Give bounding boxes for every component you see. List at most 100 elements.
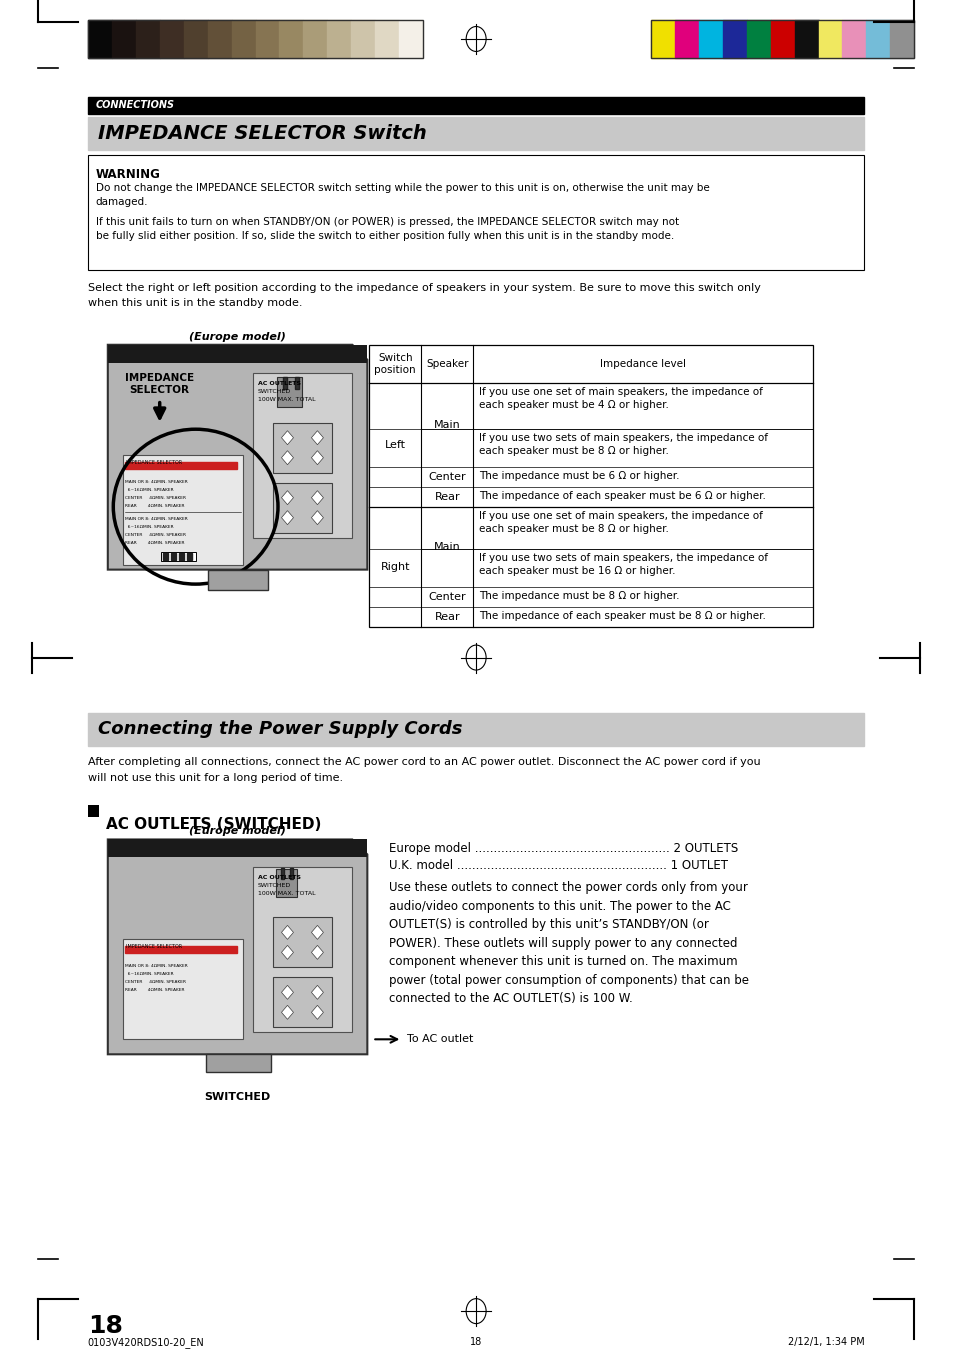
Polygon shape — [281, 925, 294, 939]
Text: Impedance level: Impedance level — [599, 359, 685, 369]
Bar — [125, 946, 236, 954]
Text: Switch
position: Switch position — [375, 353, 416, 376]
Text: (Europe model): (Europe model) — [189, 827, 286, 836]
Text: If you use two sets of main speakers, the impedance of
each speaker must be 16 Ω: If you use two sets of main speakers, th… — [478, 553, 767, 577]
Text: If this unit fails to turn on when STANDBY/ON (or POWER) is pressed, the IMPEDAN: If this unit fails to turn on when STAND… — [95, 218, 679, 242]
Bar — [178, 553, 184, 559]
Bar — [746, 20, 770, 58]
Bar — [159, 20, 184, 58]
Text: SWITCHED: SWITCHED — [257, 389, 291, 393]
Text: 6~16ΩMIN. SPEAKER: 6~16ΩMIN. SPEAKER — [125, 973, 173, 977]
Text: REAR        4ΩMIN. SPEAKER: REAR 4ΩMIN. SPEAKER — [125, 504, 184, 508]
Text: If you use one set of main speakers, the impedance of
each speaker must be 8 Ω o: If you use one set of main speakers, the… — [478, 511, 762, 534]
Text: To AC outlet: To AC outlet — [407, 1035, 473, 1044]
Text: Main: Main — [434, 542, 460, 551]
Text: 6~16ΩMIN. SPEAKER: 6~16ΩMIN. SPEAKER — [125, 524, 173, 528]
Polygon shape — [281, 431, 294, 444]
Bar — [108, 345, 367, 363]
Bar — [125, 462, 236, 469]
Bar — [171, 553, 175, 559]
Text: REAR        4ΩMIN. SPEAKER: REAR 4ΩMIN. SPEAKER — [125, 989, 184, 993]
Bar — [232, 20, 255, 58]
Bar — [88, 155, 863, 270]
Text: Main: Main — [434, 420, 460, 430]
Bar — [889, 20, 913, 58]
Polygon shape — [311, 451, 323, 465]
Text: (Europe model): (Europe model) — [189, 332, 286, 342]
Bar — [88, 20, 423, 58]
Text: SWITCHED: SWITCHED — [204, 1092, 271, 1102]
Bar — [112, 20, 135, 58]
Bar — [208, 570, 267, 589]
Bar — [88, 712, 863, 746]
Text: 2/12/1, 1:34 PM: 2/12/1, 1:34 PM — [787, 1337, 863, 1347]
Text: CONNECTIONS: CONNECTIONS — [95, 100, 174, 111]
Text: IMPEDANCE
SELECTOR: IMPEDANCE SELECTOR — [125, 373, 194, 394]
Text: Center: Center — [428, 471, 465, 482]
Bar — [674, 20, 698, 58]
Polygon shape — [281, 1005, 294, 1019]
Text: U.K. model ........................................................ 1 OUTLET: U.K. model .............................… — [389, 859, 727, 873]
Text: If you use one set of main speakers, the impedance of
each speaker must be 4 Ω o: If you use one set of main speakers, the… — [478, 386, 762, 411]
Text: 18: 18 — [470, 1337, 482, 1347]
Bar — [160, 551, 195, 561]
Text: Use these outlets to connect the power cords only from your
audio/video componen: Use these outlets to connect the power c… — [389, 881, 748, 1005]
Bar — [88, 97, 863, 113]
Text: 100W MAX. TOTAL: 100W MAX. TOTAL — [257, 892, 314, 897]
Bar — [253, 373, 352, 538]
Text: REAR        4ΩMIN. SPEAKER: REAR 4ΩMIN. SPEAKER — [125, 540, 184, 544]
Bar — [698, 20, 722, 58]
Polygon shape — [311, 985, 323, 1000]
Text: IMPEDANCE SELECTOR: IMPEDANCE SELECTOR — [126, 944, 182, 950]
Bar — [88, 20, 112, 58]
Bar — [163, 553, 168, 559]
Bar — [818, 20, 841, 58]
Bar — [303, 20, 327, 58]
Text: 100W MAX. TOTAL: 100W MAX. TOTAL — [257, 397, 314, 401]
Bar — [375, 20, 399, 58]
Bar — [290, 869, 294, 880]
Bar — [841, 20, 865, 58]
Bar — [123, 455, 242, 565]
Bar — [770, 20, 794, 58]
Text: The impedance of each speaker must be 8 Ω or higher.: The impedance of each speaker must be 8 … — [478, 611, 765, 620]
Bar — [369, 345, 812, 627]
Text: IMPEDANCE SELECTOR Switch: IMPEDANCE SELECTOR Switch — [98, 124, 426, 143]
Bar — [794, 20, 818, 58]
Polygon shape — [108, 839, 367, 1054]
Text: The impedance of each speaker must be 6 Ω or higher.: The impedance of each speaker must be 6 … — [478, 490, 765, 501]
Text: Connecting the Power Supply Cords: Connecting the Power Supply Cords — [98, 720, 462, 738]
Text: The impedance must be 6 Ω or higher.: The impedance must be 6 Ω or higher. — [478, 470, 679, 481]
Bar — [283, 377, 287, 389]
Bar — [273, 917, 332, 967]
Polygon shape — [108, 345, 367, 570]
Text: Europe model .................................................... 2 OUTLETS: Europe model ...........................… — [389, 843, 738, 855]
Text: CENTER     4ΩMIN. SPEAKER: CENTER 4ΩMIN. SPEAKER — [125, 496, 186, 500]
Bar — [255, 20, 279, 58]
Text: 18: 18 — [88, 1315, 123, 1337]
Text: Left: Left — [384, 439, 405, 450]
Polygon shape — [281, 511, 294, 524]
Text: Rear: Rear — [434, 612, 459, 621]
Text: After completing all connections, connect the AC power cord to an AC power outle: After completing all connections, connec… — [88, 758, 760, 782]
Bar — [277, 377, 302, 407]
Text: AC OUTLETS: AC OUTLETS — [257, 381, 300, 386]
Bar — [351, 20, 375, 58]
Bar — [273, 482, 332, 532]
Polygon shape — [311, 946, 323, 959]
Bar — [281, 869, 284, 880]
Bar — [275, 870, 297, 897]
Bar — [123, 939, 242, 1039]
Bar — [88, 805, 99, 817]
Polygon shape — [281, 451, 294, 465]
Polygon shape — [281, 490, 294, 505]
Text: Center: Center — [428, 592, 465, 601]
Text: SWITCHED: SWITCHED — [257, 884, 291, 889]
Bar — [135, 20, 159, 58]
Bar — [399, 20, 423, 58]
Polygon shape — [281, 946, 294, 959]
Text: WARNING: WARNING — [95, 168, 160, 181]
Text: Rear: Rear — [434, 492, 459, 501]
Bar — [206, 1054, 271, 1073]
Bar — [650, 20, 913, 58]
